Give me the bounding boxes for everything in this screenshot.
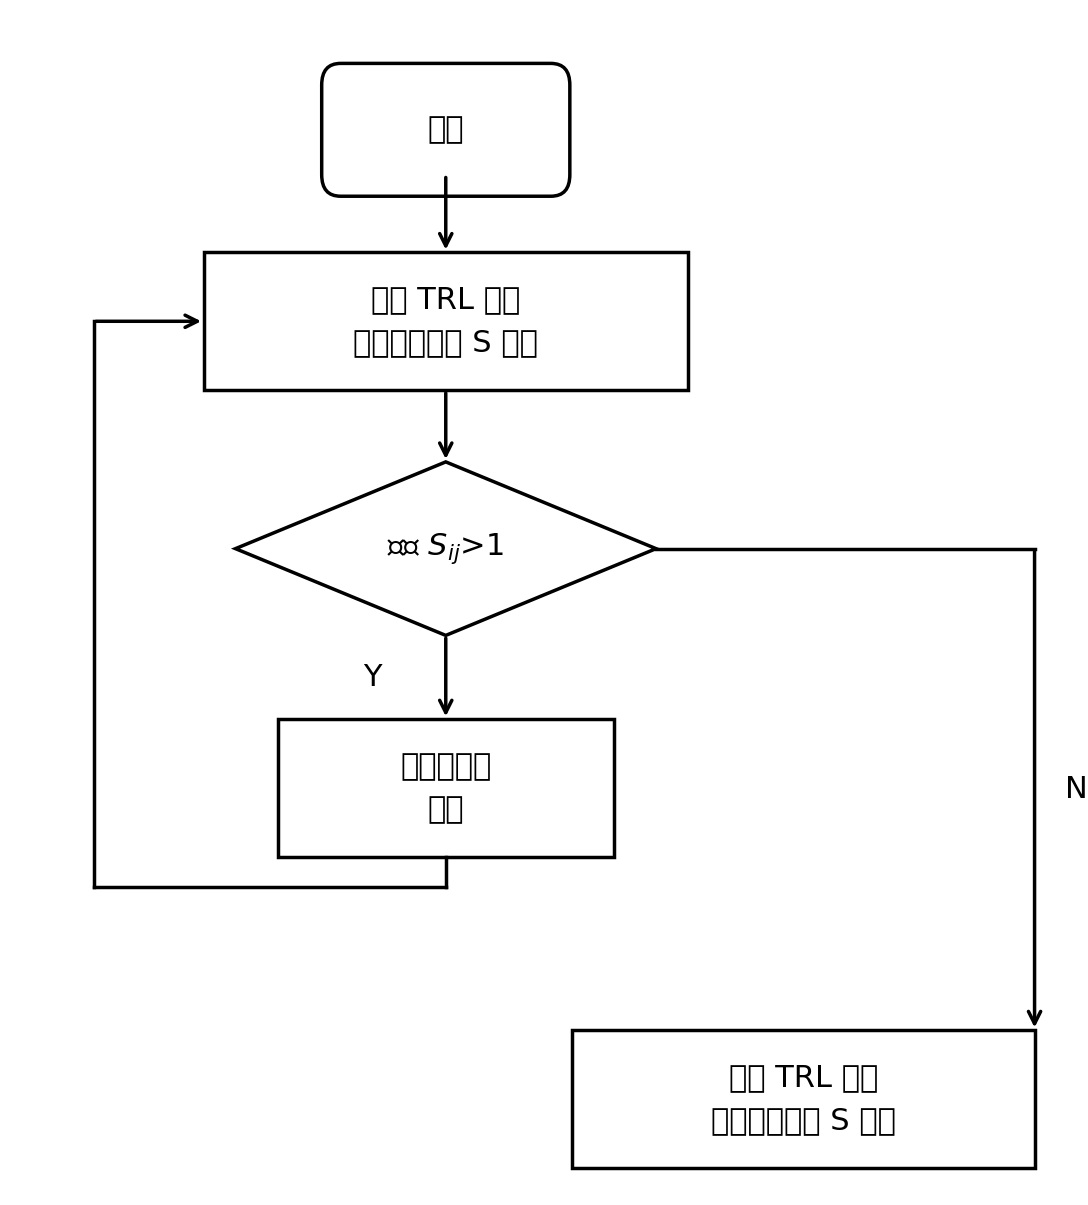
Bar xyxy=(277,719,614,857)
FancyBboxPatch shape xyxy=(322,64,570,196)
Text: Y: Y xyxy=(363,663,382,692)
Bar xyxy=(572,1030,1035,1168)
Text: 当前 $S_{ij}$>1: 当前 $S_{ij}$>1 xyxy=(387,531,504,566)
Polygon shape xyxy=(235,462,656,635)
Text: 多线 TRL 算法
当前频点计算 S 参数: 多线 TRL 算法 当前频点计算 S 参数 xyxy=(354,286,539,357)
Text: N: N xyxy=(1065,775,1088,804)
Text: 开始: 开始 xyxy=(428,116,463,145)
Text: 多线 TRL 算法
下一频点计算 S 参数: 多线 TRL 算法 下一频点计算 S 参数 xyxy=(710,1063,895,1135)
Bar xyxy=(203,253,688,390)
Text: 更换公共传
输线: 更换公共传 输线 xyxy=(400,752,492,824)
